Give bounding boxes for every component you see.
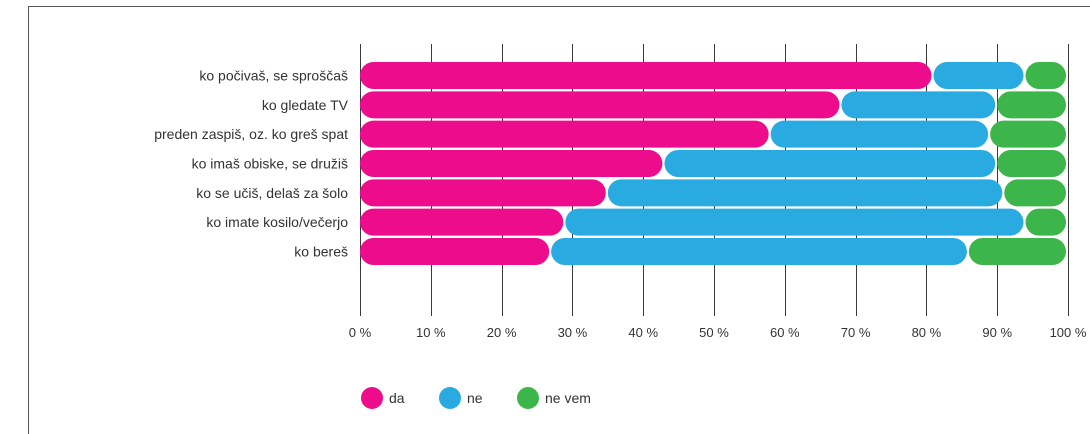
legend-swatch <box>361 387 383 409</box>
x-tick-label: 60 % <box>770 325 800 340</box>
legend: da ne ne vem <box>361 387 591 409</box>
x-tick-label: 30 % <box>558 325 588 340</box>
bar-segment <box>997 91 1066 119</box>
bar-segment <box>551 237 967 265</box>
bar-segment <box>360 91 840 119</box>
x-axis-tick-labels: 0 % 10 % 20 % 30 % 40 % 50 % 60 % 70 % 80 % 90 % 1… <box>349 325 1087 340</box>
bar-segment <box>360 208 564 236</box>
x-tick-label: 70 % <box>841 325 871 340</box>
category-label: ko imaš obiske, se družiš <box>192 155 348 171</box>
x-tick-label: 0 % <box>349 325 372 340</box>
bar-segment <box>607 179 1003 207</box>
category-label: ko se učiš, delaš za šolo <box>196 185 348 201</box>
legend-swatch <box>517 387 539 409</box>
x-tick-label: 90 % <box>982 325 1012 340</box>
legend-swatch <box>439 387 461 409</box>
bar-segment <box>1025 62 1066 89</box>
bar-segment <box>990 120 1066 148</box>
bar-segment <box>770 120 989 148</box>
bar-segment <box>565 208 1024 236</box>
bar-segment <box>360 237 550 265</box>
x-tick-label: 10 % <box>416 325 446 340</box>
bar-segment <box>841 91 996 119</box>
bar-segment <box>664 149 996 177</box>
category-label: preden zaspiš, oz. ko greš spat <box>154 126 348 142</box>
x-tick-label: 20 % <box>487 325 517 340</box>
category-labels: ko počivaš, se sproščaš ko gledate TV pred… <box>154 68 348 260</box>
bar-segment <box>360 62 932 89</box>
category-label: ko bereš <box>294 243 348 259</box>
x-tick-label: 100 % <box>1050 325 1087 340</box>
category-label: ko imate kosilo/večerjo <box>206 214 348 230</box>
bar-segment <box>997 149 1066 177</box>
bar-segment <box>1025 208 1066 236</box>
bar-segment <box>360 120 769 148</box>
legend-label: da <box>389 390 405 406</box>
bar-segment <box>933 62 1024 89</box>
category-label: ko počivaš, se sproščaš <box>199 68 348 84</box>
bar-segment <box>360 149 663 177</box>
x-tick-label: 50 % <box>699 325 729 340</box>
bar-segment <box>968 237 1066 265</box>
category-label: ko gledate TV <box>262 97 349 113</box>
x-tick-label: 80 % <box>912 325 942 340</box>
bar-segment <box>1004 179 1066 207</box>
bar-segment <box>360 179 606 207</box>
x-tick-label: 40 % <box>628 325 658 340</box>
legend-label: ne <box>467 390 483 406</box>
bars <box>360 62 1066 265</box>
legend-label: ne vem <box>545 390 591 406</box>
